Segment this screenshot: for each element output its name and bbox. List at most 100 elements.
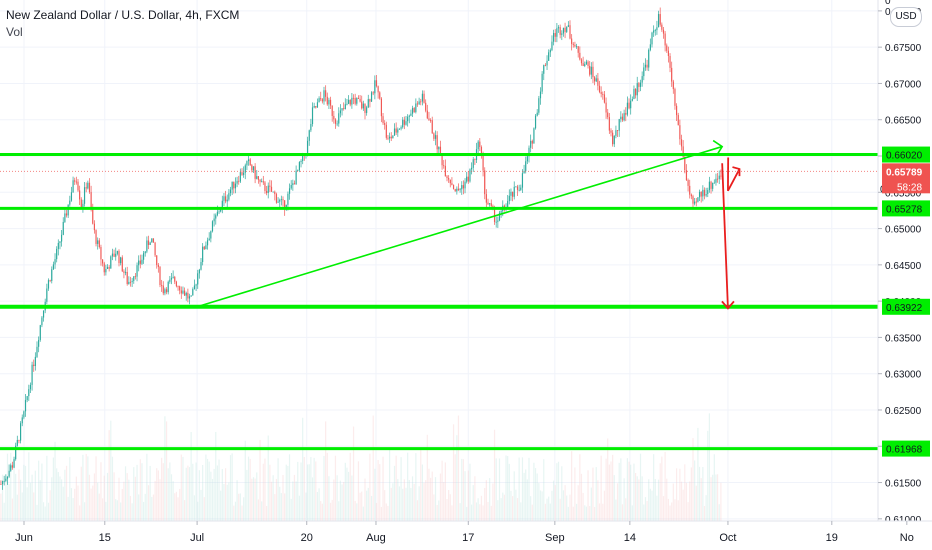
volume-bar	[315, 461, 317, 521]
candle-body	[559, 27, 561, 35]
volume-bar	[266, 505, 268, 521]
candle-body	[712, 182, 714, 189]
volume-bar	[257, 499, 259, 521]
candle-body	[311, 107, 314, 125]
candle-body	[321, 99, 323, 102]
candle-body	[262, 181, 264, 183]
volume-bar	[631, 505, 633, 521]
candle-body	[139, 260, 141, 264]
candle-body	[24, 400, 27, 412]
candle-body	[533, 128, 535, 144]
volume-bar	[374, 468, 376, 521]
volume-bar	[710, 477, 712, 521]
candle-body	[352, 97, 355, 99]
volume-bar	[102, 498, 104, 521]
candle-body	[626, 102, 628, 115]
candle-body	[410, 113, 412, 116]
price-axis-tick-label: 0.64500	[885, 261, 922, 272]
volume-bar	[387, 505, 389, 521]
candle-body	[74, 180, 76, 182]
candle-body	[182, 290, 184, 294]
volume-bar	[331, 499, 333, 521]
candle-body	[157, 264, 159, 267]
volume-bar	[180, 454, 182, 521]
volume-bar	[559, 498, 561, 521]
volume-bar	[141, 463, 143, 521]
volume-bar	[694, 460, 696, 521]
volume-bar	[138, 494, 140, 521]
candle-body	[598, 85, 601, 93]
candle-body	[290, 184, 292, 189]
volume-bar	[243, 497, 245, 521]
volume-bar	[343, 481, 345, 521]
volume-bar	[648, 479, 650, 521]
candle-body	[1, 481, 4, 485]
candle-body	[256, 176, 258, 179]
candle-body	[159, 266, 161, 285]
candle-body	[717, 178, 719, 180]
candle-body	[430, 120, 432, 121]
candle-body	[208, 238, 210, 241]
volume-bar	[175, 491, 177, 521]
volume-bar	[300, 462, 302, 521]
candle-body	[179, 286, 181, 291]
candle-body	[633, 88, 635, 100]
candle-body	[5, 478, 7, 481]
candle-body	[411, 108, 414, 114]
candle-body	[93, 223, 95, 231]
candle-body	[446, 176, 448, 179]
volume-bar	[220, 490, 222, 521]
candle-body	[126, 271, 128, 285]
volume-bar	[448, 489, 450, 521]
volume-bar	[680, 481, 683, 521]
candle-body	[302, 153, 304, 161]
time-axis-tick-label: 20	[301, 532, 313, 544]
candle-body	[669, 55, 671, 68]
volume-bar	[87, 456, 89, 521]
volume-bar	[169, 462, 171, 521]
candle-body	[218, 211, 220, 213]
volume-bar	[143, 501, 145, 521]
volume-bar	[162, 463, 164, 521]
candle-body	[638, 83, 640, 87]
candle-body	[121, 257, 123, 272]
candle-body	[269, 185, 271, 187]
volume-bar	[90, 488, 92, 521]
candle-body	[448, 178, 450, 180]
trendline-arrowhead	[712, 139, 724, 156]
volume-bar	[561, 466, 563, 521]
candle-body	[592, 66, 594, 78]
volume-bar	[264, 458, 266, 521]
candle-body	[457, 188, 460, 191]
volume-bar	[582, 492, 584, 521]
candle-body	[659, 14, 661, 25]
volume-bar	[385, 503, 387, 521]
volume-bar	[556, 463, 558, 521]
candle-body	[485, 194, 487, 203]
volume-bar	[677, 500, 679, 521]
candle-body	[707, 190, 709, 195]
volume-bar	[682, 489, 684, 521]
volume-bar	[328, 476, 330, 521]
candle-body	[320, 98, 322, 100]
candle-body	[662, 29, 665, 34]
candle-body	[421, 93, 423, 102]
candle-body	[536, 112, 538, 116]
candle-body	[354, 98, 356, 104]
volume-bar	[339, 480, 341, 521]
volume-bar	[602, 503, 604, 521]
volume-bar	[344, 462, 346, 521]
candle-body	[315, 106, 317, 108]
volume-bar	[325, 421, 327, 521]
volume-bar	[551, 490, 553, 521]
candle-body	[705, 194, 707, 196]
candle-body	[623, 113, 625, 121]
candle-body	[703, 189, 706, 196]
candle-body	[279, 199, 281, 202]
currency-button[interactable]: USD	[890, 7, 922, 27]
candle-body	[433, 133, 435, 139]
candle-body	[621, 116, 624, 121]
candle-body	[6, 476, 9, 479]
volume-bar	[92, 485, 94, 521]
